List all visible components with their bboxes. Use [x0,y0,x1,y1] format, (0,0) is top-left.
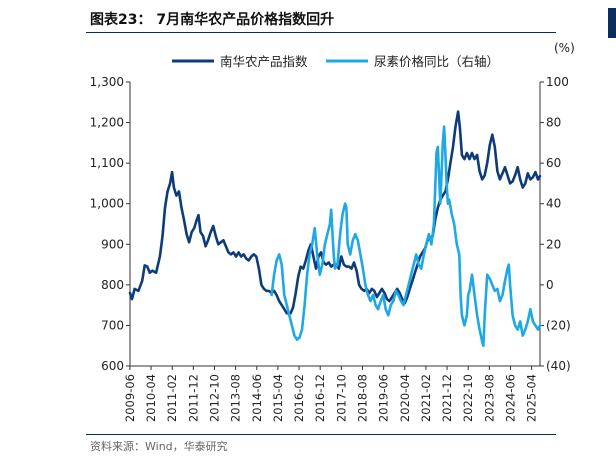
legend-label: 尿素价格同比（右轴） [374,54,499,69]
x-tick-label: 2012-10 [207,374,221,422]
y-right-tick-label: 60 [546,156,561,170]
x-tick-label: 2016-02 [292,374,306,422]
x-tick-label: 2015-04 [271,374,285,422]
y-left-tick-label: 800 [101,278,124,292]
x-tick-label: 2023-08 [482,374,496,422]
chart-series [128,110,542,347]
x-tick-label: 2014-06 [250,374,264,422]
x-tick-label: 2017-10 [334,374,348,422]
y-left-tick-label: 1,300 [90,75,124,89]
y-left-tick-label: 600 [101,359,124,373]
y-right-unit-label: (%) [554,41,575,55]
x-tick-label: 2016-12 [313,374,327,422]
x-tick-label: 2011-12 [186,374,200,422]
x-tick-label: 2010-04 [144,374,158,422]
series-line-nanhua-index [128,110,542,315]
x-tick-label: 2011-02 [165,374,179,422]
x-tick-label: 2022-10 [461,374,475,422]
x-tick-label: 2024-06 [503,374,517,422]
y-right-tick-label: (20) [546,318,571,332]
source-note: 资料来源：Wind，华泰研究 [90,440,228,453]
x-tick-label: 2025-04 [525,374,539,422]
x-tick-label: 2021-12 [440,374,454,422]
x-tick-label: 2018-08 [355,374,369,422]
x-tick-label: 2020-04 [398,374,412,422]
title-rule [86,32,556,33]
x-tick-label: 2019-06 [377,374,391,422]
y-right-tick-label: (40) [546,359,571,373]
x-tick-label: 2013-08 [229,374,243,422]
y-left-tick-label: 700 [101,318,124,332]
y-right-tick-label: 100 [546,75,569,89]
y-left-tick-label: 900 [101,237,124,251]
y-left-tick-label: 1,100 [90,156,124,170]
legend-label: 南华农产品指数 [220,54,308,69]
series-line-urea-yoy [270,125,542,347]
y-left-tick-label: 1,000 [90,197,124,211]
y-left-tick-label: 1,200 [90,116,124,130]
y-right-tick-label: 0 [546,278,554,292]
edge-decoration [608,8,616,38]
footer-rule [86,434,556,435]
y-right-tick-label: 40 [546,197,561,211]
x-tick-label: 2009-06 [123,374,137,422]
x-tick-label: 2021-02 [419,374,433,422]
chart-axes: 6007008009001,0001,1001,2001,300(40)(20)… [90,41,575,422]
page-title: 图表23： 7月南华农产品价格指数回升 [90,12,335,28]
y-right-tick-label: 20 [546,237,561,251]
chart-legend: 南华农产品指数 尿素价格同比（右轴） [172,54,499,69]
y-right-tick-label: 80 [546,116,561,130]
